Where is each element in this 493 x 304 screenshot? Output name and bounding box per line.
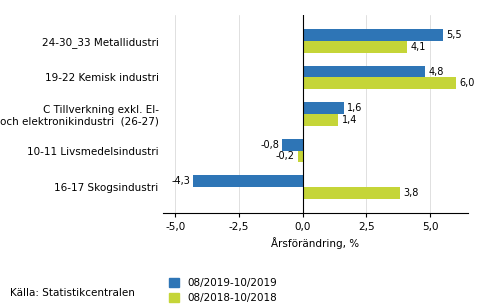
Bar: [303, 114, 338, 126]
Bar: [298, 150, 303, 162]
Bar: [303, 29, 443, 41]
Bar: [303, 78, 456, 89]
Bar: [303, 66, 425, 78]
Bar: [303, 41, 407, 53]
Text: 6,0: 6,0: [459, 78, 474, 88]
Bar: [193, 175, 303, 187]
X-axis label: Årsförändring, %: Årsförändring, %: [272, 237, 359, 249]
Bar: [303, 102, 344, 114]
Text: -0,2: -0,2: [276, 151, 294, 161]
Text: 4,1: 4,1: [411, 42, 426, 52]
Text: -4,3: -4,3: [171, 176, 190, 186]
Text: 3,8: 3,8: [403, 188, 418, 198]
Text: Källa: Statistikcentralen: Källa: Statistikcentralen: [10, 288, 135, 298]
Text: 4,8: 4,8: [428, 67, 444, 77]
Legend: 08/2019-10/2019, 08/2018-10/2018: 08/2019-10/2019, 08/2018-10/2018: [165, 273, 282, 304]
Bar: [303, 187, 399, 199]
Text: 1,4: 1,4: [342, 115, 357, 125]
Text: -0,8: -0,8: [260, 140, 279, 150]
Text: 5,5: 5,5: [446, 30, 462, 40]
Bar: [282, 139, 303, 150]
Text: 1,6: 1,6: [347, 103, 362, 113]
